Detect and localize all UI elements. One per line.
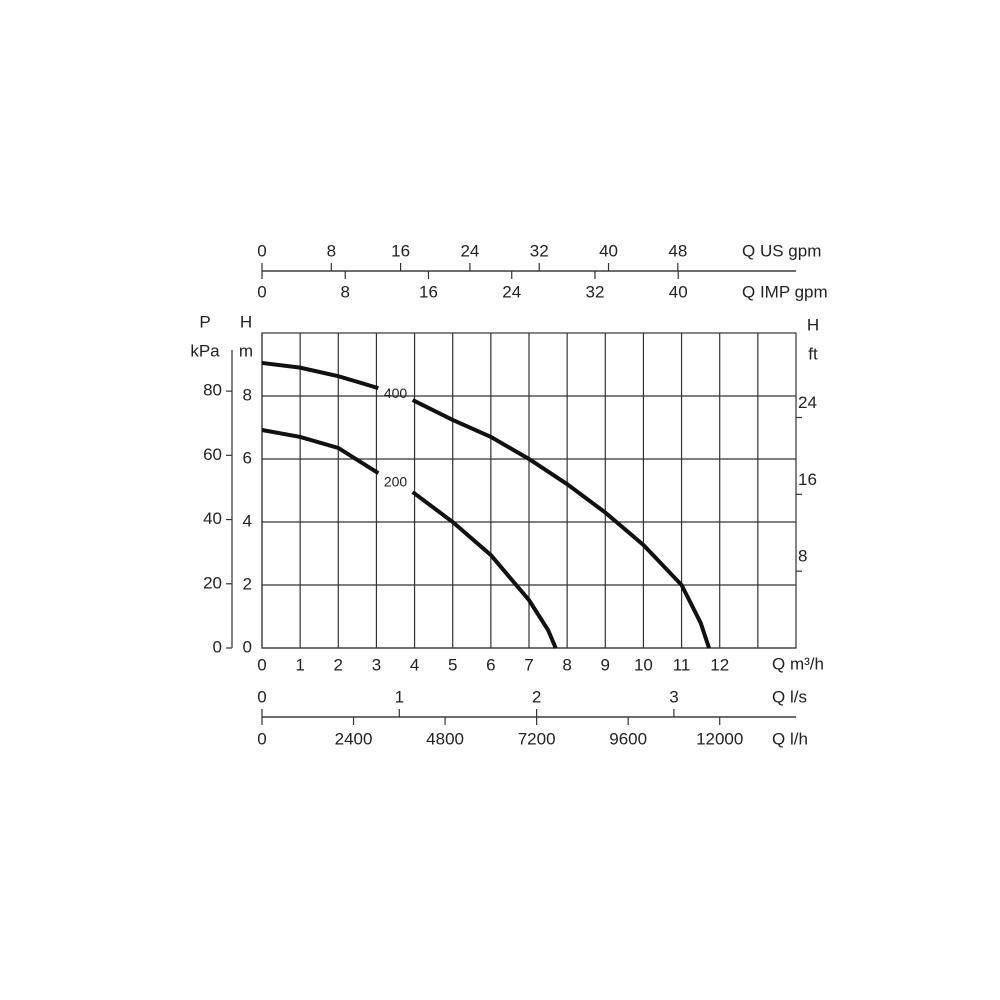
p-tick-label: 20 — [203, 573, 222, 592]
y2-tick-label: 16 — [798, 470, 817, 489]
extra-axis-tick-label: 16 — [391, 241, 410, 260]
extra-axis-tick-label: 40 — [669, 282, 688, 301]
x-tick-label: 3 — [372, 655, 381, 674]
x-tick-label: 5 — [448, 655, 457, 674]
extra-axis-tick-label: 4800 — [426, 729, 464, 748]
y-tick-label: 2 — [243, 574, 252, 593]
y-unit: m — [239, 341, 253, 360]
x-tick-label: 10 — [634, 655, 653, 674]
extra-axis-label: Q l/s — [772, 687, 807, 706]
x-tick-label: 1 — [295, 655, 304, 674]
p-label: P — [199, 312, 210, 331]
curve — [261, 428, 558, 649]
extra-axis-label: Q US gpm — [742, 241, 821, 260]
x-tick-label: 0 — [257, 655, 266, 674]
curve-label: 200 — [384, 473, 408, 489]
x-tick-label: 2 — [334, 655, 343, 674]
p-tick-label: 60 — [203, 445, 222, 464]
extra-axis-tick-label: 9600 — [609, 729, 647, 748]
x-tick-label: 12 — [710, 655, 729, 674]
p-tick-label: 40 — [203, 509, 222, 528]
extra-axis-tick-label: 8 — [341, 282, 350, 301]
x-label: Q m³/h — [772, 654, 824, 673]
x-tick-label: 8 — [562, 655, 571, 674]
p-tick-label: 0 — [213, 637, 222, 656]
p-unit: kPa — [190, 341, 220, 360]
y2-label: H — [807, 315, 819, 334]
x-tick-label: 4 — [410, 655, 419, 674]
extra-axis-tick-label: 40 — [599, 241, 618, 260]
extra-axis-tick-label: 12000 — [696, 729, 743, 748]
extra-axis-tick-label: 2 — [532, 687, 541, 706]
x-tick-label: 6 — [486, 655, 495, 674]
x-tick-label: 11 — [673, 655, 691, 674]
extra-axis-tick-label: 48 — [668, 241, 687, 260]
y2-unit: ft — [808, 344, 818, 363]
y-label: H — [240, 312, 252, 331]
y-tick-label: 4 — [243, 511, 252, 530]
y2-tick-label: 24 — [798, 393, 817, 412]
y-tick-label: 0 — [243, 637, 252, 656]
extra-axis-tick-label: 24 — [460, 241, 479, 260]
extra-axis-label: Q l/h — [772, 729, 808, 748]
extra-axis-tick-label: 0 — [257, 729, 266, 748]
extra-axis-tick-label: 32 — [530, 241, 549, 260]
p-tick-label: 80 — [203, 381, 222, 400]
extra-axis-tick-label: 32 — [586, 282, 605, 301]
extra-axis-tick-label: 8 — [327, 241, 336, 260]
extra-axis-label: Q IMP gpm — [742, 282, 828, 301]
extra-axis-tick-label: 7200 — [518, 729, 556, 748]
extra-axis-tick-label: 2400 — [335, 729, 373, 748]
y-tick-label: 8 — [243, 385, 252, 404]
extra-axis-tick-label: 16 — [419, 282, 438, 301]
extra-axis-tick-label: 24 — [502, 282, 521, 301]
extra-axis-tick-label: 0 — [257, 282, 266, 301]
curve-label: 400 — [384, 385, 408, 401]
curve — [261, 360, 711, 649]
extra-axis-tick-label: 1 — [395, 687, 404, 706]
x-tick-label: 9 — [601, 655, 610, 674]
extra-axis-tick-label: 0 — [257, 241, 266, 260]
y-tick-label: 6 — [243, 448, 252, 467]
x-tick-label: 7 — [524, 655, 533, 674]
y2-tick-label: 8 — [798, 547, 807, 566]
extra-axis-tick-label: 0 — [257, 687, 266, 706]
extra-axis-tick-label: 3 — [669, 687, 678, 706]
